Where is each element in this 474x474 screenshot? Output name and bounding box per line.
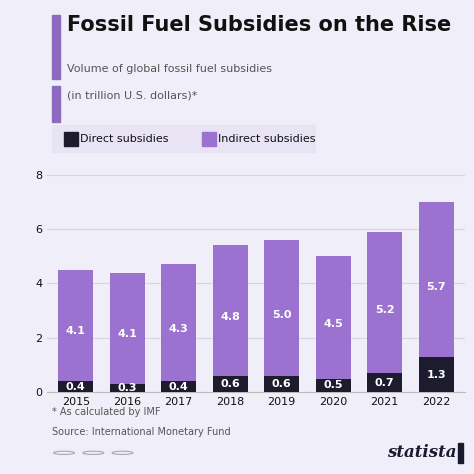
Text: 0.4: 0.4 — [66, 382, 86, 392]
Text: Volume of global fossil fuel subsidies: Volume of global fossil fuel subsidies — [67, 64, 273, 74]
Text: 0.4: 0.4 — [169, 382, 189, 392]
Text: 0.6: 0.6 — [220, 379, 240, 389]
Text: 1.3: 1.3 — [427, 370, 446, 380]
Text: (in trillion U.S. dollars)*: (in trillion U.S. dollars)* — [67, 91, 198, 100]
Bar — [419, 357, 454, 392]
Text: statista: statista — [387, 444, 456, 461]
Text: * As calculated by IMF: * As calculated by IMF — [52, 407, 160, 417]
Text: 5.2: 5.2 — [375, 305, 394, 315]
Text: Source: International Monetary Fund: Source: International Monetary Fund — [52, 427, 230, 437]
Bar — [367, 373, 402, 392]
Bar — [367, 232, 402, 373]
Text: Fossil Fuel Subsidies on the Rise: Fossil Fuel Subsidies on the Rise — [67, 15, 452, 35]
Bar — [202, 132, 216, 146]
Bar — [53, 86, 60, 122]
Bar — [109, 273, 145, 384]
Bar — [213, 376, 248, 392]
Text: 4.1: 4.1 — [66, 326, 86, 336]
Bar — [458, 443, 463, 463]
Bar — [53, 125, 315, 153]
Bar — [53, 15, 60, 79]
Bar — [161, 382, 196, 392]
Bar — [264, 376, 299, 392]
Text: Indirect subsidies: Indirect subsidies — [218, 135, 315, 145]
Text: 4.5: 4.5 — [323, 319, 343, 328]
Bar — [264, 240, 299, 376]
Bar — [58, 382, 93, 392]
Text: 0.5: 0.5 — [323, 381, 343, 391]
Bar — [58, 270, 93, 382]
Text: 4.3: 4.3 — [169, 324, 189, 334]
Bar — [161, 264, 196, 382]
Text: 5.0: 5.0 — [272, 310, 292, 320]
Bar — [64, 132, 78, 146]
Bar — [109, 384, 145, 392]
Text: 0.3: 0.3 — [118, 383, 137, 393]
Text: Direct subsidies: Direct subsidies — [80, 135, 168, 145]
Text: 4.8: 4.8 — [220, 312, 240, 322]
Text: 5.7: 5.7 — [427, 282, 446, 292]
Text: 0.6: 0.6 — [272, 379, 292, 389]
Bar — [316, 256, 351, 379]
Bar — [316, 379, 351, 392]
Text: 0.7: 0.7 — [375, 378, 394, 388]
Bar — [419, 202, 454, 357]
Text: 4.1: 4.1 — [117, 329, 137, 339]
Bar — [213, 246, 248, 376]
